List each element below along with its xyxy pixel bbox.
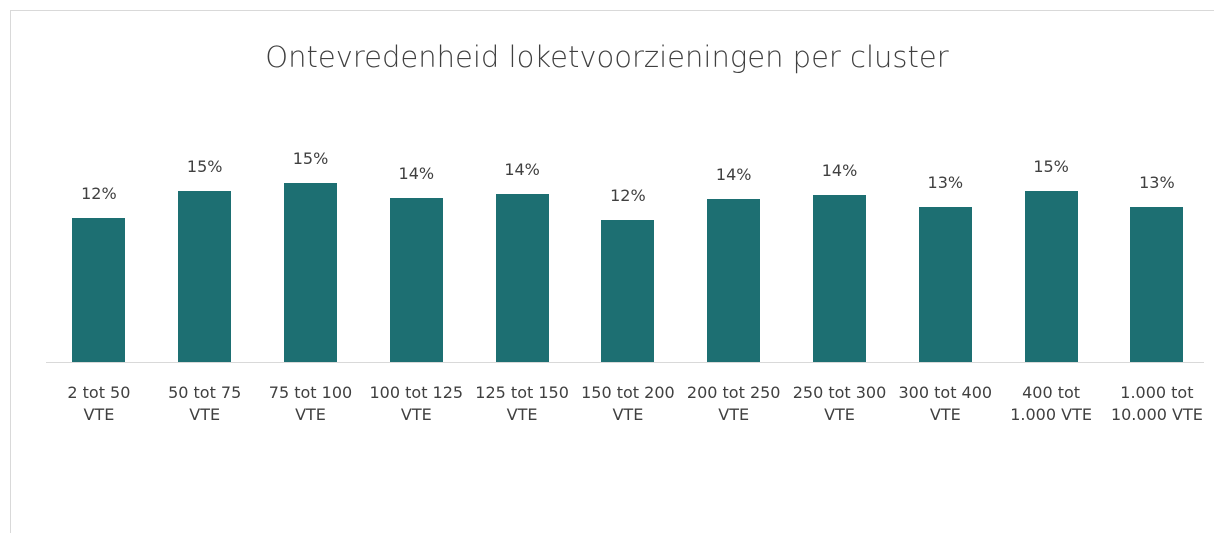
x-tick-label: 1.000 tot 10.000 VTE xyxy=(1110,383,1203,424)
x-tick-label: 300 tot 400 VTE xyxy=(898,383,993,424)
bar xyxy=(72,217,126,362)
x-tick-label: 250 tot 300 VTE xyxy=(792,383,887,424)
bar xyxy=(389,197,443,362)
data-label: 13% xyxy=(1139,173,1175,193)
bar xyxy=(918,207,972,362)
data-label: 12% xyxy=(81,183,117,203)
bar xyxy=(495,194,549,362)
bar xyxy=(1024,190,1078,362)
x-tick-label: 50 tot 75 VTE xyxy=(168,383,242,424)
x-tick-label: 75 tot 100 VTE xyxy=(268,383,353,424)
bar xyxy=(813,195,866,362)
x-tick-label: 100 tot 125 VTE xyxy=(369,383,464,424)
data-label: 15% xyxy=(186,156,223,176)
bar xyxy=(707,198,761,362)
data-label: 15% xyxy=(292,148,329,168)
data-label: 13% xyxy=(927,173,964,193)
data-label: 14% xyxy=(398,163,435,183)
x-tick-label: 2 tot 50 VTE xyxy=(67,383,131,424)
x-tick-label: 400 tot 1.000 VTE xyxy=(1010,383,1092,424)
bar xyxy=(178,190,232,362)
chart-frame xyxy=(10,10,1214,533)
data-label: 14% xyxy=(715,164,752,184)
data-label: 14% xyxy=(504,160,540,180)
x-axis-line xyxy=(46,362,1204,363)
bar xyxy=(1130,207,1184,362)
data-label: 14% xyxy=(821,161,858,181)
bar xyxy=(284,182,337,362)
chart-title: Ontevredenheid loketvoorzieningen per cl… xyxy=(265,40,949,74)
x-tick-label: 150 tot 200 VTE xyxy=(581,383,675,424)
x-tick-label: 125 tot 150 VTE xyxy=(475,383,569,424)
data-label: 15% xyxy=(1033,156,1069,176)
x-tick-label: 200 tot 250 VTE xyxy=(686,383,781,424)
bar xyxy=(601,219,655,362)
data-label: 12% xyxy=(610,185,646,205)
